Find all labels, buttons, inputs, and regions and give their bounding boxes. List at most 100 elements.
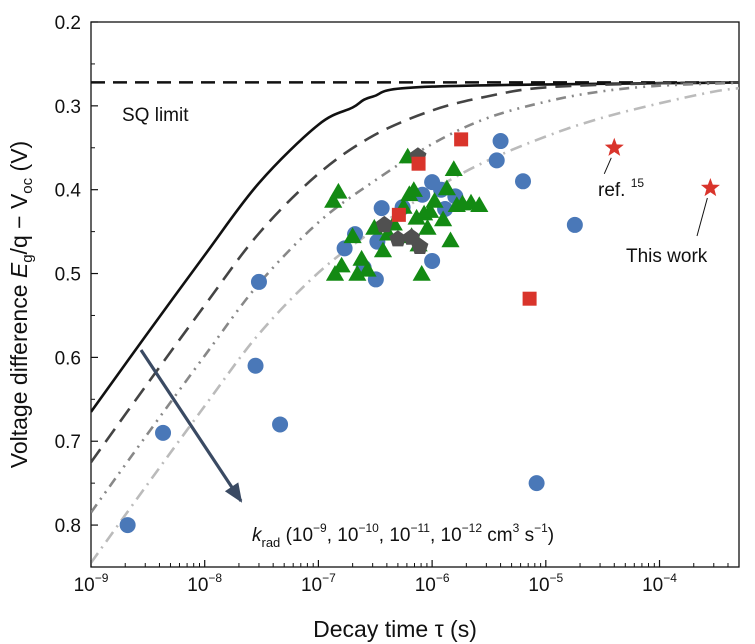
x-tick-exp: −9 xyxy=(95,571,109,585)
y-tick-label: 0.2 xyxy=(55,13,81,34)
marker-square xyxy=(391,207,406,222)
krad-part: (10 xyxy=(280,525,313,546)
ref-sup: 15 xyxy=(631,176,645,190)
marker-circle xyxy=(250,273,267,290)
krad-part: cm xyxy=(482,525,513,546)
y-label-prefix: Voltage difference xyxy=(6,278,32,468)
curve-krad-1 xyxy=(91,81,739,413)
marker-pentagon xyxy=(389,230,407,247)
x-tick-exp: −7 xyxy=(322,571,336,585)
krad-sup: −10 xyxy=(358,521,379,535)
x-tick-label: 10−5 xyxy=(528,571,563,596)
krad-part: , 10 xyxy=(379,525,411,546)
x-tick-label: 10−8 xyxy=(187,571,222,596)
x-axis-label: Decay time τ (s) xyxy=(313,616,477,642)
marker-circle xyxy=(424,252,441,269)
y-label-V: − V xyxy=(6,193,32,235)
marker-triangle xyxy=(444,160,463,176)
marker-triangle xyxy=(324,192,343,208)
marker-triangle xyxy=(412,265,431,281)
y-label-oc: oc xyxy=(19,177,36,193)
krad-part: s xyxy=(519,525,534,546)
marker-circle xyxy=(566,216,583,233)
krad-sup: −1 xyxy=(534,521,548,535)
x-tick-base: 10 xyxy=(74,575,95,596)
x-tick-label: 10−7 xyxy=(301,571,336,596)
marker-triangle xyxy=(373,241,393,258)
y-label-q: /q xyxy=(6,235,32,254)
krad-arrow-shaft xyxy=(139,349,243,502)
marker-circle xyxy=(272,416,289,433)
marker-triangle xyxy=(352,249,371,266)
marker-star xyxy=(700,178,720,197)
marker-circle xyxy=(336,240,353,257)
y-label-suffix: (V) xyxy=(6,141,32,178)
this-work-label: This work xyxy=(626,246,708,267)
marker-star xyxy=(604,137,624,156)
krad-sup: −9 xyxy=(313,521,327,535)
y-tick-label: 0.5 xyxy=(55,265,81,286)
x-tick-exp: −4 xyxy=(663,571,677,585)
y-tick-label: 0.7 xyxy=(55,432,81,453)
x-tick-label: 10−9 xyxy=(74,571,109,596)
curve-krad-3 xyxy=(91,81,739,514)
marker-circle xyxy=(373,200,390,217)
marker-pentagon xyxy=(375,215,393,233)
marker-triangle xyxy=(332,256,351,273)
this-work-leader-line xyxy=(696,197,708,237)
krad-arrow-head xyxy=(224,482,243,503)
krad-part: , 10 xyxy=(430,525,462,546)
y-tick-label: 0.4 xyxy=(55,181,82,202)
krad-part: ) xyxy=(548,525,554,546)
y-tick-label: 0.3 xyxy=(55,97,81,118)
y-label-E: E xyxy=(6,262,32,278)
x-tick-label: 10−4 xyxy=(642,571,677,596)
y-label-g: g xyxy=(19,254,36,262)
y-tick-label: 0.6 xyxy=(55,348,81,369)
marker-triangle xyxy=(407,208,426,225)
marker-circle xyxy=(247,357,264,374)
ref-label: ref. 15 xyxy=(598,176,644,201)
marker-square xyxy=(411,156,426,171)
marker-triangle xyxy=(418,218,437,235)
krad-k: k xyxy=(252,525,263,546)
curve-krad-2 xyxy=(91,81,739,463)
krad-label: krad (10−9, 10−10, 10−11, 10−12 cm3 s−1) xyxy=(252,521,554,550)
marker-triangle xyxy=(325,265,345,281)
x-tick-base: 10 xyxy=(301,575,322,596)
krad-sup: −11 xyxy=(411,521,431,535)
krad-sup: 3 xyxy=(513,521,520,535)
x-tick-exp: −8 xyxy=(208,571,222,585)
marker-triangle xyxy=(425,192,444,208)
marker-triangle xyxy=(348,265,367,281)
marker-pentagon xyxy=(411,237,429,254)
marker-triangle xyxy=(434,210,453,227)
marker-square xyxy=(522,291,537,306)
ref-text: ref. xyxy=(598,180,631,201)
marker-circle xyxy=(492,133,509,150)
krad-part: , 10 xyxy=(327,525,359,546)
y-tick-label: 0.8 xyxy=(55,516,81,537)
x-tick-base: 10 xyxy=(528,575,549,596)
marker-circle xyxy=(488,152,505,169)
marker-triangle xyxy=(441,231,460,248)
marker-triangle xyxy=(358,260,377,277)
marker-circle xyxy=(528,475,545,492)
marker-triangle xyxy=(404,181,423,197)
marker-triangle xyxy=(329,182,348,199)
marker-circle xyxy=(515,173,532,190)
x-tick-base: 10 xyxy=(642,575,663,596)
ref-leader-line xyxy=(603,157,612,174)
sq-limit-label: SQ limit xyxy=(122,105,189,126)
x-tick-label: 10−6 xyxy=(415,571,450,596)
krad-sub: rad xyxy=(262,535,281,550)
marker-triangle xyxy=(437,179,456,196)
y-axis-label: Voltage difference Eg/q − Voc (V) xyxy=(6,141,36,468)
marker-triangle xyxy=(470,196,489,212)
x-tick-base: 10 xyxy=(415,575,436,596)
krad-sup: −12 xyxy=(462,521,483,535)
marker-square xyxy=(454,132,469,147)
marker-triangle xyxy=(421,202,440,218)
x-tick-exp: −5 xyxy=(550,571,564,585)
